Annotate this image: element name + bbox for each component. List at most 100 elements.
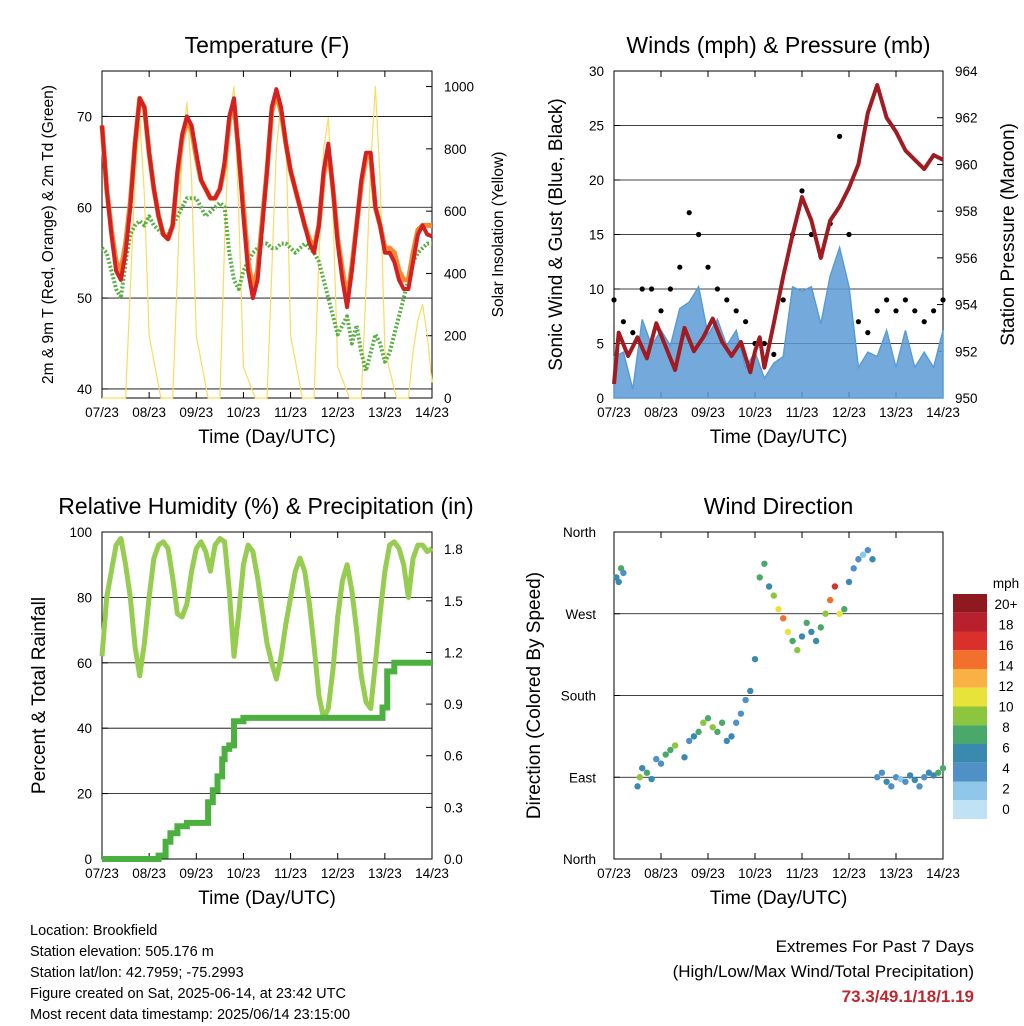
direction-point	[916, 783, 923, 790]
direction-point	[639, 764, 646, 772]
series-station-pressure	[612, 83, 944, 385]
gust-point	[855, 319, 862, 325]
y-tick-label: 60	[77, 200, 92, 215]
direction-point	[859, 551, 867, 558]
speed-legend: mph 0 2 4 6 8 10 12 14 16 18 20+	[953, 576, 1019, 819]
y-tick-label: 15	[589, 228, 604, 243]
y-axis-label: Direction (Colored By Speed)	[524, 572, 545, 819]
panel-3: Relative Humidity (%) & Precipitation (i…	[29, 493, 474, 909]
direction-point	[784, 628, 792, 636]
y-right-tick-label: 962	[955, 111, 978, 126]
direction-point	[930, 772, 937, 779]
gust-point	[865, 330, 871, 336]
y-right-tick-label: 964	[955, 64, 978, 79]
direction-point	[718, 719, 726, 726]
x-tick-label: 07/23	[597, 866, 631, 881]
gust-point	[931, 308, 937, 314]
y-axis-label: Sonic Wind & Gust (Blue, Black)	[546, 98, 567, 370]
direction-point	[831, 583, 839, 590]
extremes-values: 73.3/49.1/18/1.19	[841, 987, 974, 1006]
series-temp-2m	[100, 87, 433, 310]
direction-point	[803, 619, 810, 627]
legend-label: 4	[1002, 761, 1010, 776]
legend-swatch	[953, 687, 987, 707]
direction-point	[737, 710, 745, 717]
x-tick-label: 11/23	[786, 866, 819, 881]
x-tick-label: 10/23	[738, 866, 772, 881]
y-tick-label: 40	[77, 382, 92, 397]
direction-point	[657, 760, 665, 767]
panel-1: Temperature (F) 07/23 08/23 09/23 10/23 11/23…	[40, 32, 507, 448]
direction-point	[817, 624, 824, 631]
direction-point	[751, 655, 759, 663]
direction-point	[761, 560, 768, 567]
gust-point	[611, 297, 617, 303]
x-tick-label: 12/23	[321, 866, 355, 881]
y-axis-label: Percent & Total Rainfall	[29, 597, 50, 794]
gust-point	[620, 319, 627, 325]
x-axis-label: Time (Day/UTC)	[710, 888, 848, 909]
x-tick-label: 13/23	[879, 866, 913, 881]
y-tick-label: 40	[77, 721, 92, 736]
legend-label: 10	[998, 700, 1013, 715]
direction-point	[874, 774, 881, 781]
direction-point	[681, 754, 688, 761]
direction-point	[921, 774, 928, 781]
gust-point	[761, 340, 768, 347]
gust-point	[686, 210, 692, 216]
direction-point	[714, 728, 721, 736]
direction-point	[841, 606, 848, 613]
legend-swatch	[953, 725, 987, 744]
y-right-tick-label: 800	[444, 142, 467, 157]
gust-point	[677, 264, 683, 270]
direction-point	[836, 610, 843, 617]
legend-label: 6	[1002, 740, 1010, 755]
y-tick-label: 50	[77, 291, 92, 306]
legend-label: 12	[998, 679, 1013, 694]
direction-point	[883, 778, 890, 785]
gust-point	[649, 286, 655, 292]
gust-point	[780, 297, 786, 303]
direction-point	[728, 733, 735, 740]
direction-point	[770, 592, 777, 599]
direction-point	[897, 775, 904, 783]
direction-point	[789, 637, 796, 645]
y-right-tick-label: 200	[444, 329, 467, 344]
x-tick-label: 13/23	[368, 405, 402, 420]
gust-point	[884, 297, 890, 303]
y-tick-label: North	[563, 852, 596, 867]
direction-point	[864, 546, 871, 554]
legend-swatch	[953, 650, 987, 669]
direction-point	[925, 769, 933, 776]
x-tick-label: 08/23	[644, 405, 678, 420]
x-tick-label: 08/23	[132, 405, 166, 420]
direction-point	[855, 556, 862, 563]
y-right-axis-label: Station Pressure (Maroon)	[998, 123, 1019, 346]
y-tick-label: 5	[596, 337, 604, 352]
x-axis-label: Time (Day/UTC)	[198, 888, 336, 909]
extremes-title: Extremes For Past 7 Days	[775, 937, 974, 956]
y-right-tick-label: 956	[955, 251, 978, 266]
series-dewpoint	[100, 196, 432, 373]
direction-point	[747, 687, 754, 695]
series-total-precipitation	[102, 659, 432, 862]
legend-swatch	[953, 800, 987, 819]
legend-label: 18	[998, 618, 1013, 633]
y-right-tick-label: 0.0	[444, 852, 463, 867]
direction-point	[671, 742, 679, 749]
direction-point	[780, 615, 787, 622]
gust-point	[912, 308, 918, 314]
x-tick-label: 11/23	[274, 866, 307, 881]
y-tick-label: 20	[589, 173, 604, 188]
x-tick-label: 07/23	[85, 405, 119, 420]
direction-point	[869, 556, 876, 563]
extremes-subtitle: (High/Low/Max Wind/Total Precipitation)	[672, 962, 974, 981]
panel-title: Wind Direction	[704, 493, 854, 519]
legend-swatch	[953, 762, 987, 782]
series-sonic-wind	[613, 244, 944, 399]
direction-point	[775, 606, 782, 613]
station-info: Location: Brookfield Station elevation: …	[30, 921, 350, 1026]
direction-point	[653, 755, 660, 763]
gust-point	[846, 231, 852, 238]
y-right-tick-label: 0.6	[444, 749, 463, 764]
